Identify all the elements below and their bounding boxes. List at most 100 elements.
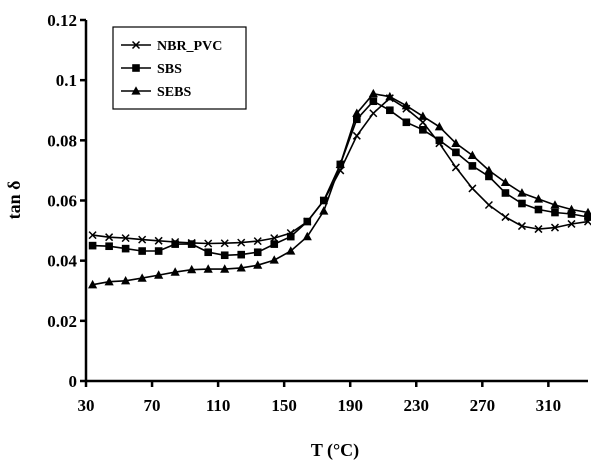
data-point-sbs [303,217,312,226]
data-point-nbr-pvc [534,225,543,234]
data-point-sbs [468,162,477,170]
x-tick-label: 190 [337,396,363,415]
data-point-sebs [253,260,263,269]
data-point-nbr-pvc [418,118,427,127]
data-point-sebs [517,188,527,197]
data-point-sbs [105,242,113,251]
data-point-sebs [187,264,197,274]
data-point-nbr-pvc [253,237,262,246]
data-point-sbs [534,205,543,214]
data-point-sebs [121,276,131,285]
legend-item-sebs: SEBS [121,85,191,100]
data-point-nbr-pvc [105,233,114,242]
y-tick-label: 0.08 [47,131,77,150]
data-point-sebs [467,150,478,159]
axes: 0 0.02 0.04 0.06 0.08 0.1 0.12 30 70 110 150 190 230… [47,11,588,415]
data-point-sbs [88,241,97,250]
data-point-sebs [401,100,411,110]
data-point-sebs [550,200,560,209]
legend-label: NBR_PVC [157,39,222,54]
data-point-sebs [385,91,395,101]
data-point-sebs [368,88,378,98]
legend-marker [131,40,141,50]
series-nbr-pvc [88,94,591,248]
y-tick-label: 0 [69,372,78,391]
x-tick-label: 310 [536,396,562,415]
data-point-sebs [137,273,147,282]
data-point-sebs [418,111,428,120]
data-point-nbr-pvc [220,239,229,248]
y-tick-label: 0.02 [47,312,77,331]
data-point-sbs [584,213,591,221]
legend-marker [131,86,141,95]
y-tick-label: 0.12 [47,11,77,30]
data-point-sbs [171,240,179,248]
data-point-sbs [369,97,378,106]
data-point-sebs [566,204,577,214]
series-layer [88,88,591,289]
x-tick-label: 150 [271,396,297,415]
legend-label: SEBS [157,85,191,100]
data-point-sbs [187,240,196,248]
y-tick-label: 0.06 [47,192,77,211]
data-point-sbs [518,199,526,208]
series-sebs [88,88,591,289]
data-point-sebs [434,121,444,131]
data-point-sebs [451,138,461,147]
data-point-sebs [352,108,362,117]
legend-label: SBS [157,62,182,77]
x-tick-label: 110 [206,396,231,415]
data-point-sbs [319,196,328,205]
data-point-sebs [88,279,98,289]
data-point-nbr-pvc [369,109,378,118]
data-point-nbr-pvc [237,238,246,247]
data-point-sbs [220,251,229,260]
data-point-sbs [154,247,163,255]
data-point-sebs [484,165,494,175]
legend-item-nbr-pvc: NBR_PVC [121,39,222,54]
data-point-sebs [220,264,230,273]
data-point-nbr-pvc [484,200,493,210]
series-line-sebs [92,92,589,286]
data-point-sbs [286,232,295,241]
data-point-sbs [253,248,262,257]
data-point-sbs [204,248,212,257]
y-tick-label: 0.1 [56,71,77,90]
data-point-nbr-pvc [567,219,576,228]
y-axis-title: tan δ [4,181,24,220]
x-axis-title: T (°C) [311,440,359,461]
data-point-nbr-pvc [451,163,460,172]
data-point-sebs [170,267,180,276]
data-point-sbs [237,250,246,259]
data-point-sbs [121,244,130,253]
data-point-nbr-pvc [121,234,130,243]
data-point-nbr-pvc [501,213,510,222]
series-line-sbs [92,100,589,257]
data-point-sebs [319,206,329,215]
data-point-sbs [270,240,279,248]
x-tick-label: 70 [144,396,161,415]
data-point-nbr-pvc [88,231,97,240]
data-point-nbr-pvc [517,222,526,231]
data-point-sebs [286,246,296,255]
data-point-sebs [203,264,213,273]
data-point-sbs [485,172,493,181]
data-point-sebs [236,263,246,272]
data-point-sbs [435,136,444,145]
data-point-sebs [533,194,544,203]
data-point-sebs [335,159,345,168]
legend-item-sbs: SBS [121,62,182,77]
x-tick-label: 230 [404,396,430,415]
series-sbs [88,97,591,260]
data-point-nbr-pvc [468,184,477,193]
legend-marker [132,64,140,72]
data-point-nbr-pvc [138,235,147,244]
data-point-sebs [154,270,164,279]
y-tick-label: 0.04 [47,252,77,271]
data-point-sbs [353,115,361,124]
data-point-nbr-pvc [352,131,361,140]
data-point-sbs [452,148,460,157]
data-point-sbs [567,210,576,218]
x-tick-label: 270 [470,396,496,415]
data-point-sebs [583,207,591,217]
